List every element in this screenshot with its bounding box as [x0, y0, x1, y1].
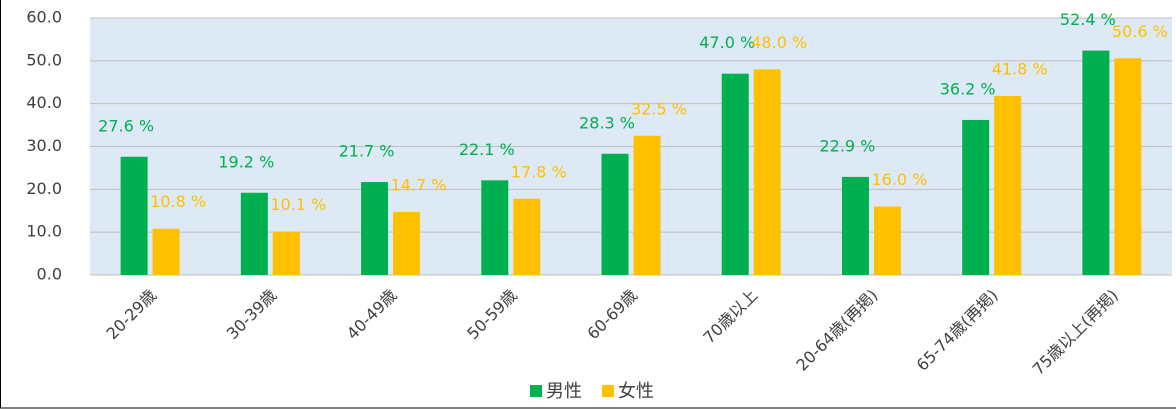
y-tick-label: 40.0 — [26, 93, 62, 112]
data-label: 47.0 % — [699, 33, 755, 52]
bar — [721, 73, 749, 275]
legend-swatch — [530, 385, 542, 397]
x-tick-label: 65-74歳(再掲) — [913, 286, 1002, 375]
bar — [120, 156, 148, 275]
bar — [361, 182, 389, 275]
data-label: 28.3 % — [579, 113, 635, 132]
data-label: 17.8 % — [511, 162, 567, 181]
x-tick-label: 40-49歳 — [343, 286, 401, 344]
legend-swatch — [602, 385, 614, 397]
bar — [152, 228, 180, 275]
x-tick-label: 60-69歳 — [583, 286, 641, 344]
data-label: 27.6 % — [98, 116, 154, 135]
bar — [272, 231, 300, 275]
legend-label: 女性 — [618, 381, 654, 402]
data-label: 10.1 % — [270, 195, 326, 214]
y-tick-label: 30.0 — [26, 136, 62, 155]
data-label: 14.7 % — [391, 176, 447, 195]
data-label: 48.0 % — [751, 33, 807, 52]
x-tick-label: 20-29歳 — [102, 286, 160, 344]
data-label: 22.1 % — [459, 140, 515, 159]
bar — [481, 180, 509, 275]
data-label: 19.2 % — [218, 152, 274, 171]
bar — [1114, 58, 1142, 275]
y-tick-label: 50.0 — [26, 50, 62, 69]
bar — [962, 119, 990, 276]
bar — [633, 135, 661, 275]
x-tick-label: 75歳以上(再掲) — [1029, 286, 1122, 379]
y-tick-label: 60.0 — [26, 8, 62, 27]
x-tick-label: 20-64歳(再掲) — [792, 286, 881, 375]
bar — [873, 206, 901, 275]
data-label: 21.7 % — [339, 142, 395, 161]
bar — [240, 192, 268, 275]
data-label: 22.9 % — [819, 136, 875, 155]
y-tick-label: 0.0 — [37, 265, 62, 284]
x-tick-label: 70歳以上 — [699, 286, 761, 348]
data-label: 52.4 % — [1060, 10, 1116, 29]
data-label: 10.8 % — [150, 192, 206, 211]
x-tick-label: 50-59歳 — [463, 286, 521, 344]
x-tick-label: 30-39歳 — [223, 286, 281, 344]
bar — [601, 153, 629, 275]
data-label: 16.0 % — [871, 170, 927, 189]
bar — [994, 95, 1022, 275]
bar — [513, 198, 541, 275]
data-label: 32.5 % — [631, 99, 687, 118]
data-label: 41.8 % — [992, 59, 1048, 78]
data-label: 36.2 % — [940, 79, 996, 98]
bar — [841, 176, 869, 275]
data-label: 50.6 % — [1112, 22, 1168, 41]
bar — [393, 212, 421, 275]
bar — [1082, 50, 1110, 276]
y-tick-label: 10.0 — [26, 222, 62, 241]
legend-label: 男性 — [546, 381, 582, 402]
y-tick-label: 20.0 — [26, 179, 62, 198]
bar — [753, 69, 781, 276]
